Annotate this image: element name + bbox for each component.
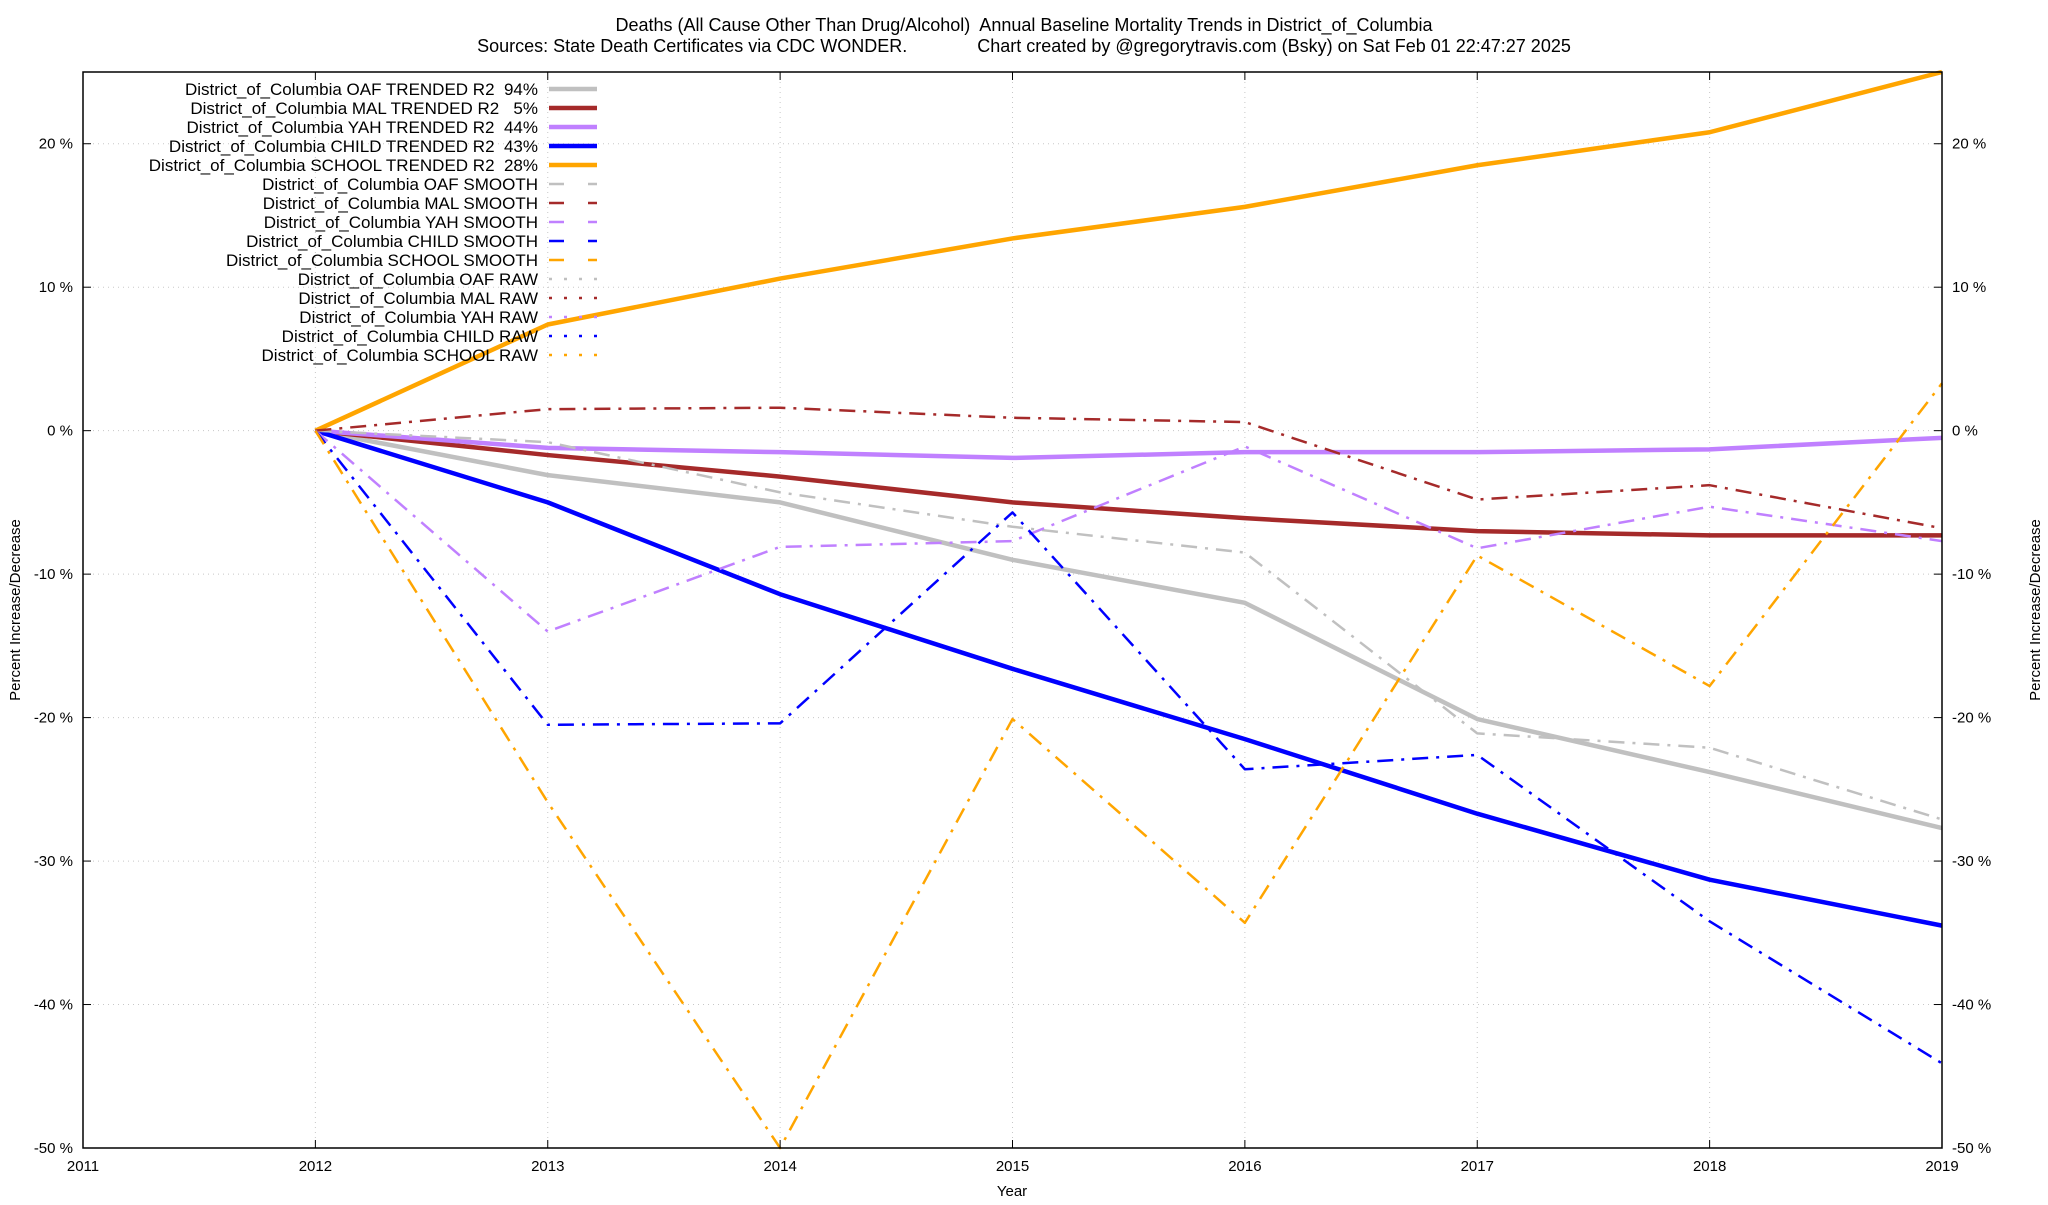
y-tick-label: -20 % bbox=[34, 710, 73, 727]
y-tick-label-right: 0 % bbox=[1952, 423, 1978, 440]
y-tick-label-right: -40 % bbox=[1952, 997, 1991, 1014]
series-line bbox=[315, 428, 1942, 538]
y-tick-label-right: -10 % bbox=[1952, 566, 1991, 583]
y-tick-label-right: -20 % bbox=[1952, 710, 1991, 727]
y-tick-label-right: 10 % bbox=[1952, 279, 1986, 296]
y-tick-label-right: -30 % bbox=[1952, 853, 1991, 870]
y-axis-label-right: Percent Increase/Decrease bbox=[2027, 519, 2044, 701]
series-line bbox=[314, 382, 1943, 1150]
legend-label: District_of_Columbia MAL SMOOTH bbox=[263, 194, 538, 213]
axes: 2011 2012 2013 2014 2015 2016 2017 2018 2019 20 %… bbox=[34, 72, 1991, 1175]
y-tick-label: 20 % bbox=[39, 136, 73, 153]
x-tick-label: 2016 bbox=[1228, 1158, 1261, 1175]
legend-label: District_of_Columbia CHILD RAW bbox=[282, 327, 538, 346]
x-tick-label: 2012 bbox=[299, 1158, 332, 1175]
chart-subtitle: Sources: State Death Certificates via CD… bbox=[477, 36, 1571, 56]
legend-label: District_of_Columbia MAL TRENDED R2 5% bbox=[190, 99, 538, 118]
series-line bbox=[314, 428, 1943, 831]
y-tick-label: -10 % bbox=[34, 566, 73, 583]
y-tick-label: -50 % bbox=[34, 1140, 73, 1157]
x-tick-label: 2019 bbox=[1925, 1158, 1958, 1175]
series-line bbox=[315, 428, 1943, 461]
legend-label: District_of_Columbia YAH TRENDED R2 44% bbox=[187, 118, 538, 137]
y-tick-label-right: 20 % bbox=[1952, 136, 1986, 153]
x-tick-label: 2011 bbox=[67, 1158, 99, 1175]
legend-label: District_of_Columbia YAH RAW bbox=[299, 308, 538, 327]
legend-label: District_of_Columbia OAF RAW bbox=[298, 270, 538, 289]
legend: District_of_Columbia OAF TRENDED R2 94%D… bbox=[149, 80, 597, 365]
legend-label: District_of_Columbia OAF TRENDED R2 94% bbox=[185, 80, 538, 99]
x-tick-label: 2017 bbox=[1461, 1158, 1494, 1175]
legend-label: District_of_Columbia SCHOOL RAW bbox=[262, 346, 538, 365]
series-line bbox=[314, 429, 1943, 1065]
x-tick-label: 2014 bbox=[763, 1158, 796, 1175]
y-tick-label: 10 % bbox=[39, 279, 73, 296]
y-tick-label: -30 % bbox=[34, 853, 73, 870]
legend-label: District_of_Columbia CHILD TRENDED R2 43… bbox=[169, 137, 538, 156]
chart-title: Deaths (All Cause Other Than Drug/Alcoho… bbox=[615, 15, 1433, 36]
series-line bbox=[314, 429, 1943, 633]
x-tick-label: 2018 bbox=[1693, 1158, 1726, 1175]
legend-label: District_of_Columbia CHILD SMOOTH bbox=[246, 232, 538, 251]
legend-label: District_of_Columbia SCHOOL SMOOTH bbox=[226, 251, 538, 270]
y-tick-label: 0 % bbox=[47, 423, 73, 440]
series-lines bbox=[314, 69, 1943, 1150]
x-tick-label: 2015 bbox=[996, 1158, 1029, 1175]
legend-label: District_of_Columbia MAL RAW bbox=[298, 289, 538, 308]
y-tick-label: -40 % bbox=[34, 997, 73, 1014]
legend-label: District_of_Columbia SCHOOL TRENDED R2 2… bbox=[149, 156, 538, 175]
legend-label: District_of_Columbia YAH SMOOTH bbox=[264, 213, 538, 232]
series-line bbox=[314, 428, 1943, 928]
series-line bbox=[315, 406, 1943, 530]
x-tick-label: 2013 bbox=[531, 1158, 564, 1175]
series-line bbox=[314, 69, 1943, 433]
y-axis-label-left: Percent Increase/Decrease bbox=[7, 519, 24, 701]
series-line bbox=[315, 429, 1943, 821]
legend-label: District_of_Columbia OAF SMOOTH bbox=[262, 175, 538, 194]
y-tick-label-right: -50 % bbox=[1952, 1140, 1991, 1157]
x-axis-label: Year bbox=[997, 1183, 1027, 1200]
